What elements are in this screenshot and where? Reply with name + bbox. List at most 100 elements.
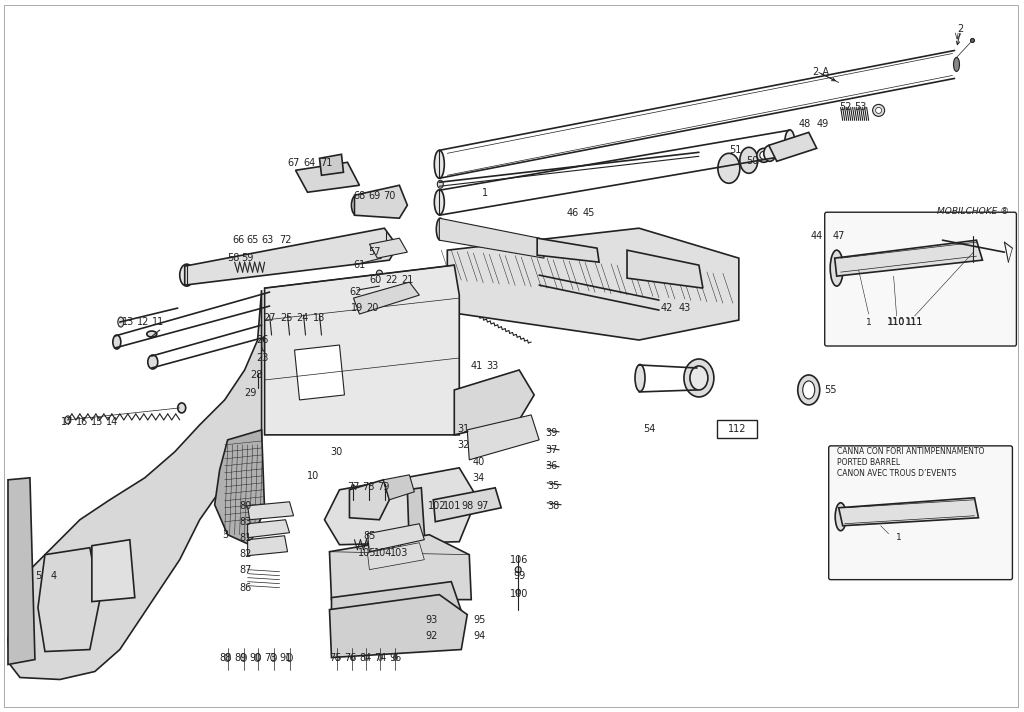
- Ellipse shape: [654, 298, 662, 312]
- Text: 112: 112: [728, 424, 746, 434]
- Ellipse shape: [63, 616, 72, 624]
- Ellipse shape: [365, 654, 369, 661]
- Text: 78: 78: [362, 482, 375, 492]
- Ellipse shape: [436, 218, 444, 240]
- Polygon shape: [433, 488, 501, 522]
- Text: 53: 53: [854, 103, 867, 112]
- Polygon shape: [839, 498, 979, 525]
- Text: 37: 37: [545, 445, 557, 455]
- Text: CANNA CON FORI ANTIMPENNAMENTO: CANNA CON FORI ANTIMPENNAMENTO: [837, 447, 984, 456]
- Ellipse shape: [900, 512, 904, 517]
- Polygon shape: [835, 240, 982, 276]
- Text: 12: 12: [136, 317, 148, 327]
- Ellipse shape: [113, 335, 121, 349]
- Text: 4: 4: [51, 570, 57, 581]
- Text: 75: 75: [330, 652, 342, 663]
- Ellipse shape: [803, 381, 815, 399]
- Text: 42: 42: [660, 303, 673, 313]
- Ellipse shape: [684, 359, 714, 397]
- Ellipse shape: [933, 507, 937, 512]
- Text: 102: 102: [428, 501, 446, 511]
- Text: 80: 80: [240, 501, 252, 511]
- Ellipse shape: [948, 512, 952, 517]
- Text: 49: 49: [816, 120, 828, 130]
- Bar: [717, 420, 757, 438]
- Polygon shape: [354, 185, 408, 218]
- Text: 38: 38: [547, 501, 559, 511]
- Ellipse shape: [961, 512, 965, 517]
- Ellipse shape: [953, 58, 959, 71]
- Text: 18: 18: [313, 313, 326, 323]
- Ellipse shape: [268, 317, 272, 327]
- Ellipse shape: [908, 507, 912, 512]
- Ellipse shape: [377, 270, 382, 276]
- Ellipse shape: [956, 507, 961, 512]
- Polygon shape: [296, 162, 359, 192]
- Text: 106: 106: [510, 555, 528, 565]
- Text: 88: 88: [219, 652, 231, 663]
- Polygon shape: [264, 265, 460, 435]
- Ellipse shape: [925, 512, 929, 517]
- Text: 97: 97: [476, 501, 488, 511]
- Ellipse shape: [872, 507, 877, 512]
- Text: 48: 48: [799, 120, 811, 130]
- Text: 30: 30: [331, 447, 343, 457]
- Ellipse shape: [912, 512, 916, 517]
- Polygon shape: [455, 370, 535, 435]
- Text: 67: 67: [288, 158, 300, 168]
- FancyBboxPatch shape: [828, 446, 1013, 580]
- Text: 39: 39: [545, 428, 557, 438]
- Text: 79: 79: [377, 482, 389, 492]
- Text: 22: 22: [385, 275, 397, 285]
- Ellipse shape: [65, 416, 71, 424]
- Ellipse shape: [784, 130, 795, 155]
- Text: 25: 25: [281, 313, 293, 323]
- Ellipse shape: [336, 654, 340, 661]
- Text: 66: 66: [232, 235, 245, 245]
- Ellipse shape: [147, 355, 158, 369]
- Ellipse shape: [106, 567, 117, 577]
- Text: 2: 2: [957, 23, 964, 33]
- Polygon shape: [92, 540, 135, 602]
- Ellipse shape: [877, 512, 881, 517]
- Polygon shape: [769, 132, 817, 162]
- Ellipse shape: [416, 616, 423, 624]
- Ellipse shape: [897, 507, 900, 512]
- Text: 63: 63: [261, 235, 273, 245]
- Ellipse shape: [889, 512, 893, 517]
- Polygon shape: [349, 480, 389, 520]
- Polygon shape: [248, 502, 294, 520]
- Ellipse shape: [757, 148, 771, 162]
- Text: 33: 33: [486, 361, 499, 371]
- Ellipse shape: [760, 152, 768, 159]
- Ellipse shape: [16, 525, 24, 534]
- Text: 86: 86: [240, 582, 252, 592]
- Text: 70: 70: [383, 192, 395, 201]
- Text: 32: 32: [457, 440, 469, 450]
- Text: 35: 35: [547, 481, 559, 491]
- Text: 82: 82: [240, 549, 252, 559]
- Text: 104: 104: [374, 548, 392, 557]
- Text: 28: 28: [251, 370, 263, 380]
- Ellipse shape: [351, 195, 361, 215]
- Text: 110: 110: [888, 317, 906, 327]
- Ellipse shape: [270, 654, 276, 661]
- Text: 14: 14: [105, 417, 118, 427]
- Ellipse shape: [623, 250, 635, 278]
- Ellipse shape: [937, 512, 940, 517]
- Text: 47: 47: [833, 231, 845, 241]
- Ellipse shape: [311, 175, 317, 185]
- Text: 45: 45: [583, 208, 595, 218]
- Ellipse shape: [944, 507, 948, 512]
- Text: 17: 17: [60, 417, 73, 427]
- Text: 65: 65: [247, 235, 259, 245]
- Polygon shape: [408, 488, 425, 557]
- Text: 10: 10: [307, 471, 319, 481]
- Text: 21: 21: [401, 275, 414, 285]
- Text: 93: 93: [425, 614, 437, 624]
- Text: 1: 1: [865, 318, 871, 327]
- Text: 71: 71: [321, 158, 333, 168]
- Ellipse shape: [118, 317, 124, 327]
- Text: 99: 99: [513, 570, 525, 581]
- Text: 46: 46: [567, 208, 580, 218]
